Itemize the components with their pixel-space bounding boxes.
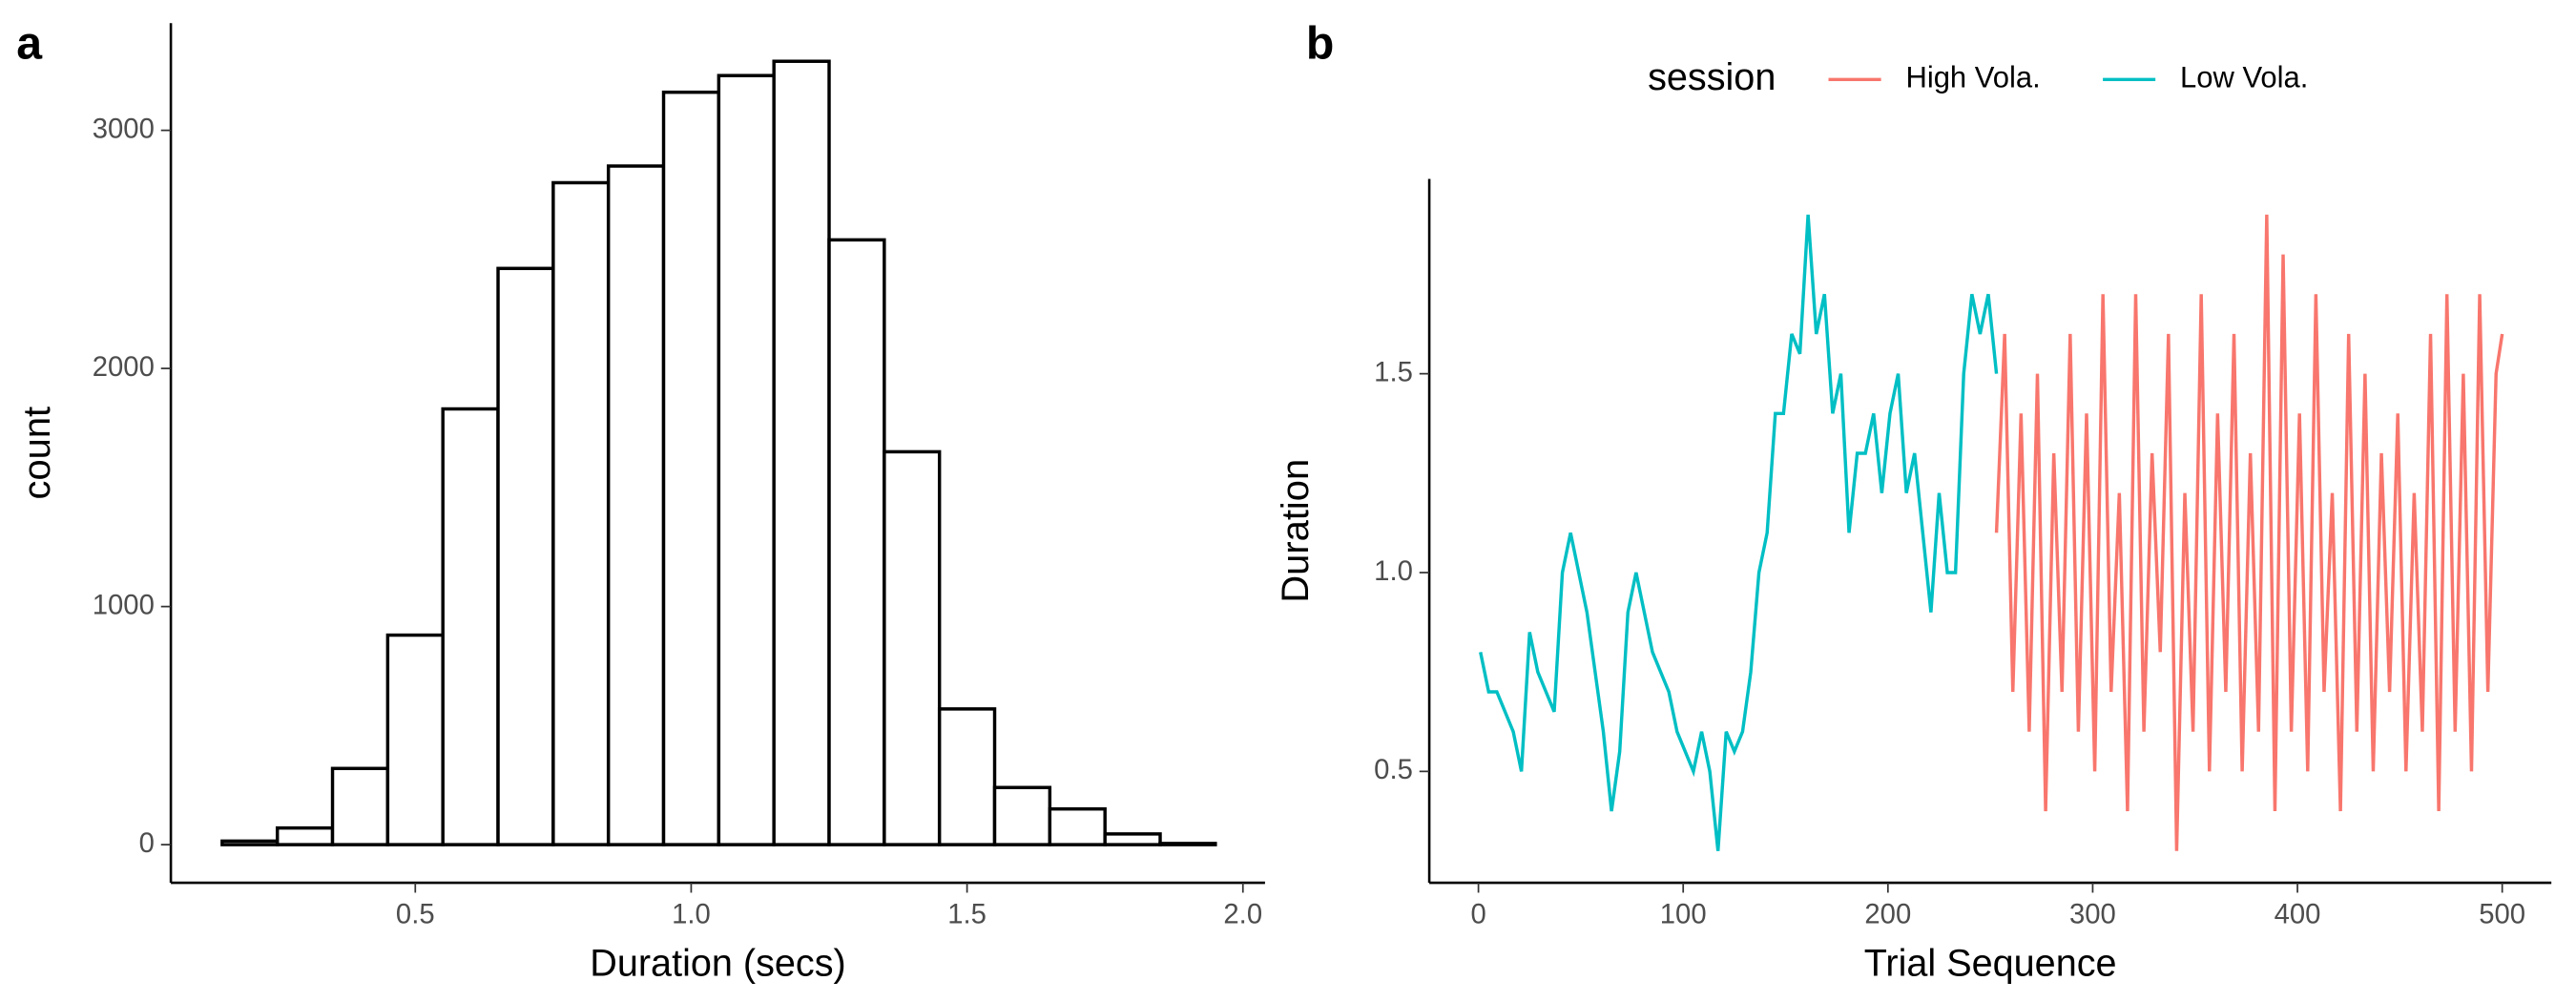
x-tick-label: 0.5 bbox=[396, 898, 435, 929]
x-tick-label: 2.0 bbox=[1223, 898, 1262, 929]
histogram-bar bbox=[717, 73, 776, 846]
histogram-bar bbox=[551, 180, 611, 846]
histogram-bar bbox=[772, 59, 831, 846]
histogram-bar bbox=[385, 633, 445, 846]
x-tick-label: 1.5 bbox=[947, 898, 987, 929]
y-tick-label: 1.0 bbox=[1374, 555, 1413, 587]
x-tick-label: 200 bbox=[1864, 898, 1911, 929]
x-tick-label: 300 bbox=[2069, 898, 2116, 929]
histogram-bar bbox=[937, 707, 997, 846]
histogram-bar bbox=[827, 238, 886, 846]
series-line bbox=[1479, 214, 1999, 851]
legend-label: Low Vola. bbox=[2180, 60, 2308, 94]
y-tick-label: 3000 bbox=[93, 113, 155, 144]
histogram-bar bbox=[330, 766, 390, 846]
panel-label: b bbox=[1306, 17, 1334, 69]
x-axis-title: Duration (secs) bbox=[590, 942, 845, 984]
histogram-bar bbox=[1158, 842, 1217, 846]
panel-label: a bbox=[16, 17, 43, 69]
histogram-bar bbox=[606, 164, 666, 846]
x-tick-label: 0 bbox=[1470, 898, 1485, 929]
histogram-bar bbox=[992, 785, 1052, 846]
x-tick-label: 500 bbox=[2479, 898, 2525, 929]
y-axis-title: Duration bbox=[1275, 459, 1317, 603]
histogram-bar bbox=[441, 407, 500, 846]
x-tick-label: 1.0 bbox=[672, 898, 711, 929]
histogram-bar bbox=[220, 839, 280, 846]
y-tick-label: 1.5 bbox=[1374, 356, 1413, 387]
histogram-bar bbox=[661, 90, 721, 846]
y-tick-label: 0.5 bbox=[1374, 754, 1413, 785]
histogram-bar bbox=[883, 449, 942, 846]
x-axis-title: Trial Sequence bbox=[1864, 942, 2117, 984]
x-tick-label: 100 bbox=[1660, 898, 1707, 929]
histogram-bar bbox=[1103, 832, 1162, 846]
y-tick-label: 2000 bbox=[93, 351, 155, 383]
x-tick-label: 400 bbox=[2275, 898, 2321, 929]
y-tick-label: 1000 bbox=[93, 589, 155, 620]
legend-label: High Vola. bbox=[1905, 60, 2040, 94]
histogram-bar bbox=[1048, 806, 1107, 846]
histogram-bar bbox=[496, 266, 555, 846]
y-tick-label: 0 bbox=[139, 827, 155, 859]
histogram-bar bbox=[275, 825, 335, 846]
legend-title: session bbox=[1648, 56, 1776, 98]
y-axis-title: count bbox=[16, 407, 58, 500]
series-line bbox=[1994, 214, 2504, 851]
